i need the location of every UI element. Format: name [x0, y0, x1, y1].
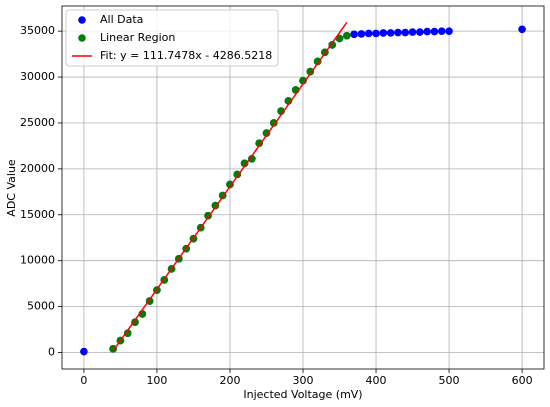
- point: [343, 31, 351, 40]
- point: [269, 119, 278, 127]
- point: [423, 27, 431, 36]
- point: [248, 154, 256, 163]
- point: [226, 180, 234, 189]
- point: [357, 30, 366, 38]
- point: [306, 67, 315, 76]
- legend-label: Fit: y = 111.7478x - 4286.5218: [100, 49, 272, 62]
- y-tick-label: 25000: [20, 116, 55, 129]
- y-tick-label: 20000: [20, 162, 55, 175]
- plot-frame: [61, 5, 545, 370]
- x-tick-label: 500: [439, 374, 460, 387]
- legend: All Data Linear Region Fit: y = 111.7478x …: [65, 9, 279, 67]
- y-tick-label: 35000: [20, 24, 55, 37]
- point: [313, 57, 322, 66]
- y-tick-label: 30000: [20, 70, 55, 83]
- y-tick-label: 5000: [27, 300, 55, 313]
- legend-box: [65, 9, 279, 67]
- point: [379, 29, 388, 37]
- point: [386, 29, 395, 37]
- point: [401, 28, 410, 37]
- legend-swatch: [78, 16, 86, 24]
- legend-label: All Data: [100, 13, 143, 26]
- x-tick-label: 400: [366, 374, 387, 387]
- x-tick-label: 100: [146, 374, 167, 387]
- x-axis-label: Injected Voltage (mV): [243, 388, 362, 401]
- legend-swatch: [78, 34, 86, 42]
- point: [445, 27, 453, 35]
- x-tick-label: 200: [219, 374, 240, 387]
- point: [364, 29, 373, 38]
- x-tick-label: 0: [80, 374, 87, 387]
- point: [518, 25, 526, 34]
- point: [131, 318, 139, 327]
- point: [80, 347, 88, 356]
- point: [416, 28, 424, 36]
- point: [255, 139, 263, 147]
- y-axis-label: ADC Value: [5, 159, 18, 217]
- point: [408, 28, 417, 36]
- point: [350, 30, 358, 39]
- y-tick-label: 0: [48, 346, 55, 359]
- y-tick-label: 10000: [20, 254, 55, 267]
- x-tick-label: 600: [512, 374, 533, 387]
- point: [394, 28, 402, 37]
- point: [372, 29, 380, 38]
- point: [123, 329, 132, 338]
- fit-line: [112, 22, 348, 352]
- legend-label: Linear Region: [100, 31, 175, 44]
- y-tick-label: 15000: [20, 208, 55, 221]
- point: [437, 27, 446, 35]
- x-tick-label: 300: [293, 374, 314, 387]
- point: [430, 27, 439, 36]
- point: [262, 129, 271, 137]
- point: [240, 159, 249, 168]
